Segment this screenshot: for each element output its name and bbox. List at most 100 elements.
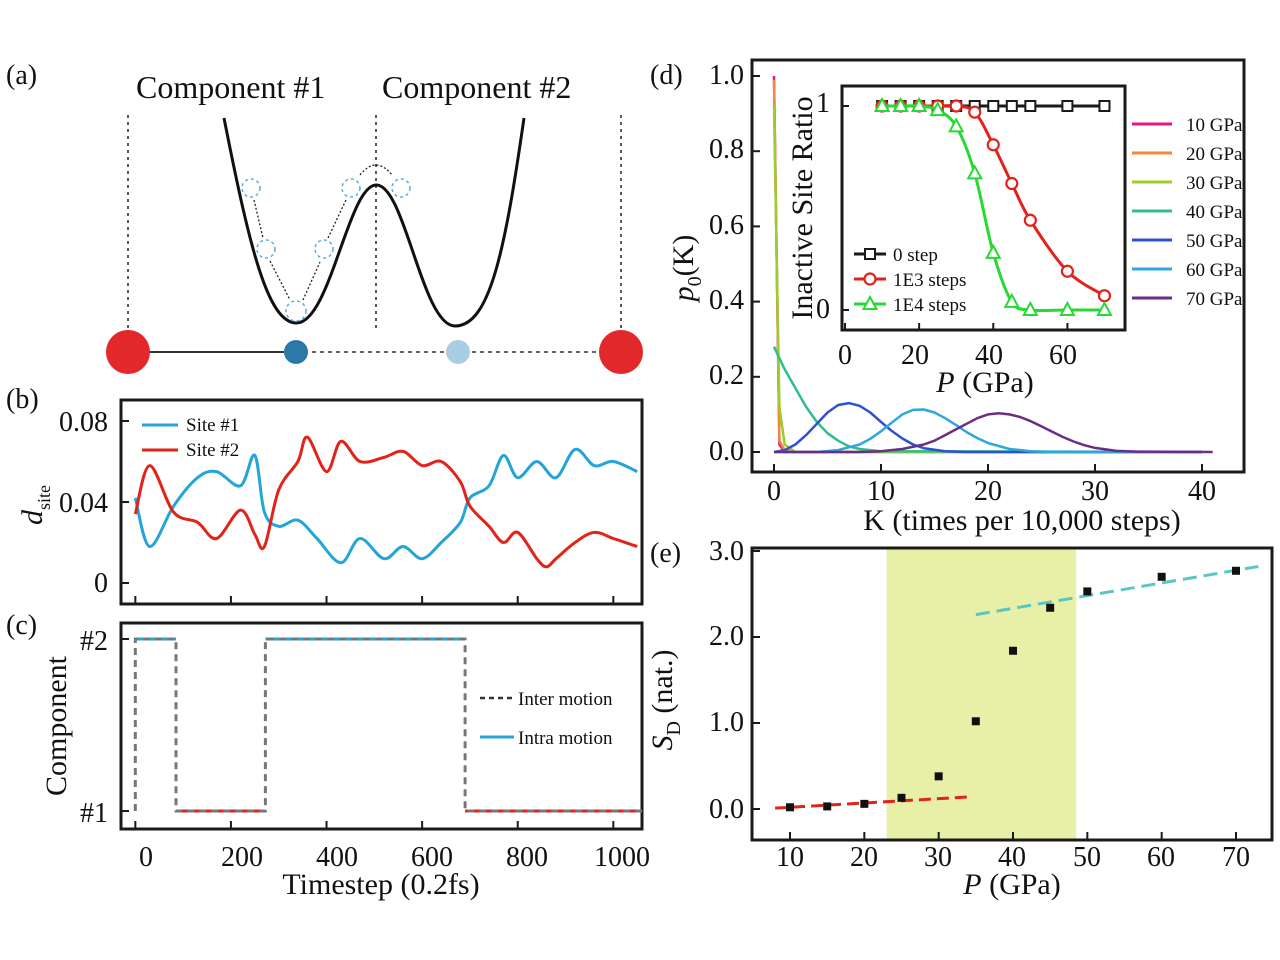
ytick-label: #1 — [80, 798, 108, 829]
legend-label-site-1: Site #1 — [186, 415, 239, 436]
x-axis-label-p: P — [962, 868, 981, 901]
panel-a: (a) Component #1 Component #2 — [6, 60, 643, 374]
marker-square — [1024, 100, 1037, 112]
marker-square — [1061, 100, 1074, 112]
x-axis-label-unit: (GPa) — [982, 868, 1061, 901]
panel-d-label: (d) — [650, 60, 683, 91]
ytick-label: 1.0 — [709, 707, 744, 738]
x-axis-label-inset: P (GPa) — [935, 366, 1033, 399]
series-group-inset — [873, 96, 1113, 316]
ytick-label: 0.08 — [59, 407, 108, 438]
ytick-label: 0.04 — [59, 488, 108, 519]
marker-circle — [949, 99, 963, 113]
xtick-label: 0 — [767, 476, 781, 507]
legend-label: 1E4 steps — [893, 295, 966, 316]
ghost-atom — [341, 178, 361, 198]
data-point — [971, 717, 980, 726]
data-point — [897, 793, 906, 802]
data-point — [934, 772, 943, 781]
ghost-atom — [241, 178, 261, 198]
xtick-label: 40 — [975, 340, 1003, 371]
marker-circle — [1023, 213, 1037, 227]
marker-triangle — [1059, 300, 1076, 316]
legend-label: 50 GPa — [1186, 231, 1243, 252]
legend-label: 60 GPa — [1186, 260, 1243, 281]
arrow — [269, 260, 291, 301]
axis-ticks-c — [121, 638, 615, 829]
y-axis-label-inset: Inactive Site Ratio — [786, 96, 819, 319]
x-axis-label-c: Timestep (0.2fs) — [282, 868, 479, 901]
series-line-50-gpa — [773, 401, 1202, 454]
xtick-label: 0 — [838, 340, 852, 371]
hydrogen-site-1 — [284, 340, 308, 364]
x-axis-label-p: P — [935, 366, 954, 399]
y-axis-label-main: d — [16, 509, 49, 525]
ytick-label: 0.2 — [709, 360, 744, 391]
scatter-points-e — [786, 566, 1240, 812]
xtick-label: 0 — [139, 842, 153, 873]
panel-c: (c) #2 #1 Component 0 200 400 600 800 10… — [6, 610, 650, 901]
marker-square — [987, 100, 1000, 112]
panel-d: (d) 1.0 0.8 0.6 0.4 0.2 0.0 p0(K) 0 10 2… — [650, 58, 1246, 537]
legend-marker — [864, 248, 876, 260]
ghost-atom — [391, 178, 411, 198]
marker-circle — [1005, 176, 1019, 191]
y-axis-label-b: dsite — [16, 485, 54, 525]
legend-d: 10 GPa 20 GPa 30 GPa 40 GPa 50 GPa 60 GPa 70 G… — [1132, 115, 1243, 310]
marker-triangle — [1003, 292, 1020, 308]
ytick-label: 0.4 — [709, 285, 744, 316]
arrow — [302, 261, 321, 301]
legend-label-site-2: Site #2 — [186, 440, 239, 461]
plot-frame-d — [750, 58, 1246, 474]
xtick-label: 60 — [1049, 340, 1077, 371]
component-1-label: Component #1 — [136, 69, 325, 105]
arrow — [327, 199, 347, 239]
ytick-label: #2 — [80, 626, 108, 657]
data-point — [823, 802, 832, 811]
x-axis-label-d: K (times per 10,000 steps) — [863, 504, 1180, 537]
panel-b-label: (b) — [6, 384, 39, 415]
y-axis-label-tail: (nat.) — [646, 649, 679, 721]
ghost-atom — [256, 239, 276, 259]
xtick-label: 70 — [1222, 842, 1250, 873]
marker-triangle — [966, 164, 983, 180]
xtick-label: 20 — [974, 476, 1002, 507]
legend-marker — [863, 272, 877, 286]
y-axis-label-main: S — [646, 736, 679, 751]
series-group-d — [772, 75, 1213, 454]
marker-triangle — [948, 117, 965, 133]
component-2-label: Component #2 — [382, 69, 571, 105]
y-axis-label-tail: (K) — [667, 235, 700, 277]
ytick-label: 3.0 — [709, 536, 744, 567]
legend-label: 40 GPa — [1186, 202, 1243, 223]
legend-marker — [861, 294, 879, 310]
xtick-label: 800 — [506, 842, 548, 873]
ytick-label: 2.0 — [709, 621, 744, 652]
data-point — [1083, 587, 1092, 596]
highlight-band — [886, 549, 1077, 839]
data-point — [1009, 646, 1017, 655]
ytick-label: 1.0 — [709, 60, 744, 91]
series-line-inter-motion — [133, 637, 642, 813]
marker-triangle — [929, 100, 946, 117]
marker-circle — [1060, 264, 1075, 278]
y-axis-label-main: p — [667, 286, 700, 303]
legend-label: 10 GPa — [1186, 115, 1243, 136]
data-point — [1046, 603, 1055, 612]
ytick-label: 1 — [816, 88, 830, 119]
ytick-label: 0.0 — [709, 436, 744, 467]
legend-label: 30 GPa — [1186, 173, 1243, 194]
xtick-label: 600 — [411, 842, 453, 873]
atom-right — [599, 330, 643, 374]
ytick-label: 0 — [94, 568, 108, 599]
ytick-label: 0.8 — [709, 134, 744, 165]
ghost-atoms — [241, 178, 411, 322]
hydrogen-site-2 — [446, 340, 470, 364]
series-line-70-gpa — [774, 412, 1213, 454]
panel-a-label: (a) — [6, 60, 37, 91]
panel-e-label: (e) — [650, 538, 681, 569]
axis-ticks-e — [752, 550, 1237, 840]
data-point — [1157, 572, 1166, 581]
marker-triangle — [910, 96, 928, 112]
